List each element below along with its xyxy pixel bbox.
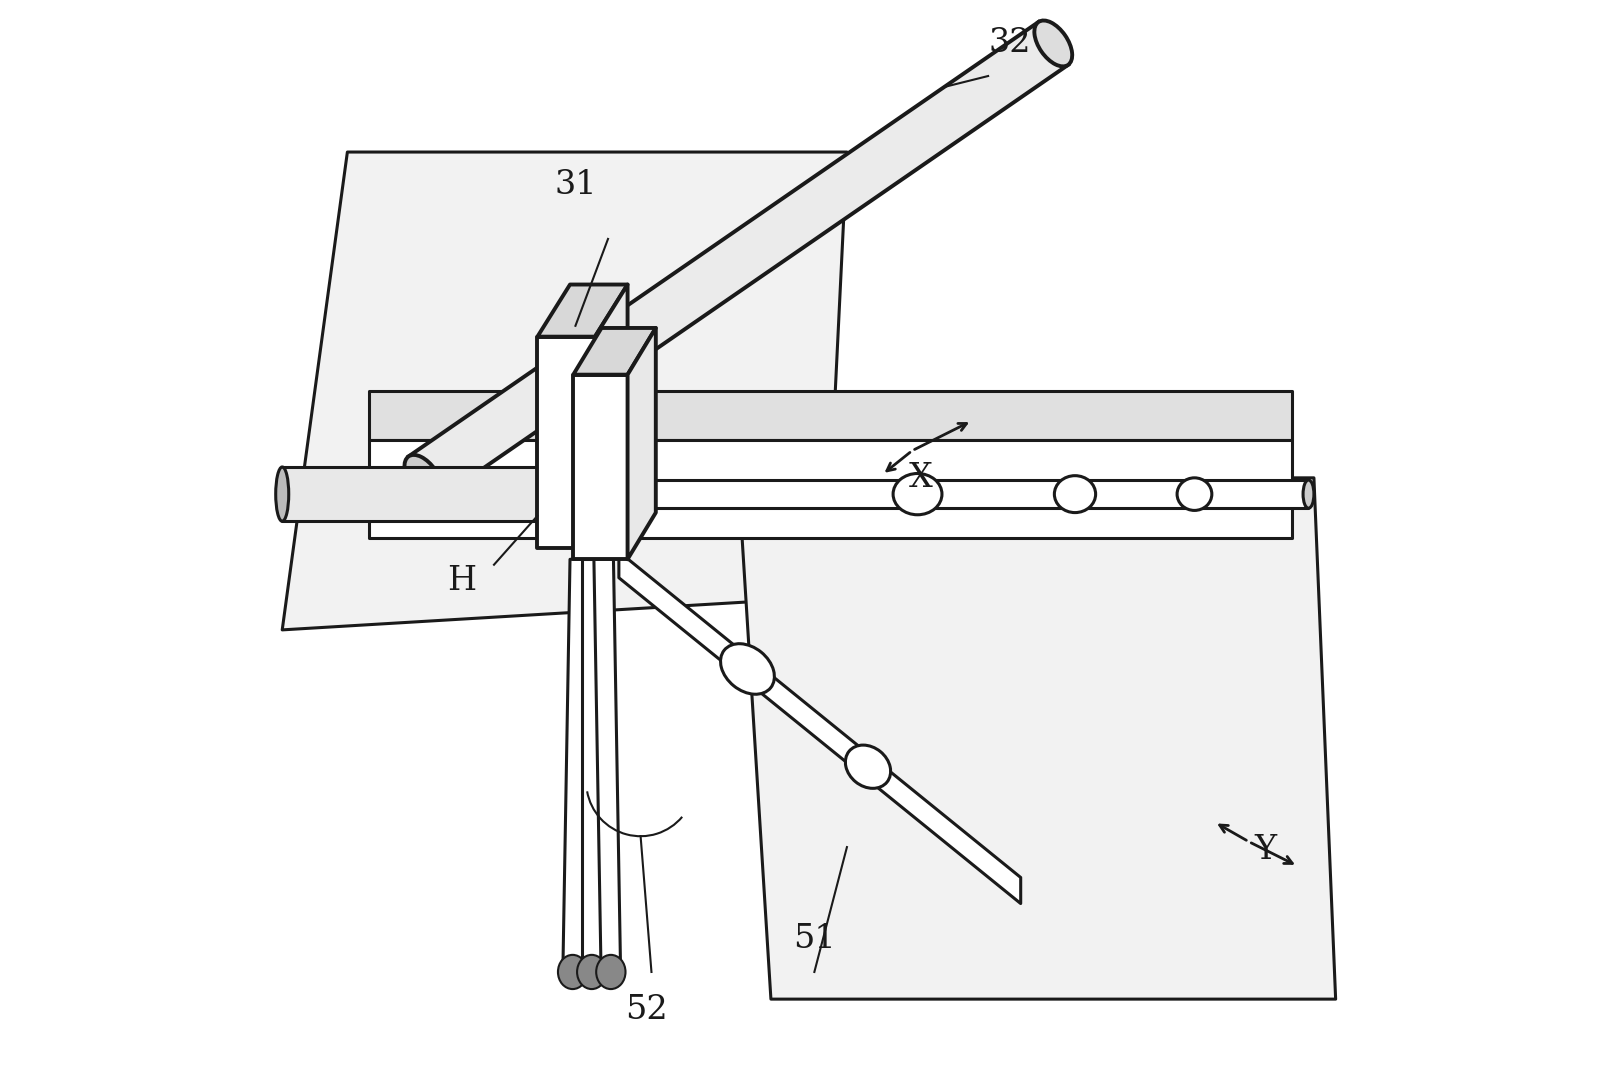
Ellipse shape	[720, 644, 775, 694]
Polygon shape	[408, 22, 1069, 500]
Text: 32: 32	[988, 27, 1032, 60]
Polygon shape	[283, 152, 847, 630]
Polygon shape	[582, 559, 601, 972]
Ellipse shape	[577, 955, 606, 989]
Ellipse shape	[1303, 480, 1315, 508]
Ellipse shape	[1054, 476, 1096, 513]
Ellipse shape	[845, 745, 890, 788]
Polygon shape	[595, 559, 620, 972]
Ellipse shape	[405, 455, 442, 501]
Polygon shape	[537, 285, 628, 337]
Polygon shape	[738, 478, 1335, 999]
Polygon shape	[628, 328, 656, 559]
Polygon shape	[574, 375, 628, 559]
Ellipse shape	[596, 955, 625, 989]
Text: 52: 52	[625, 994, 667, 1026]
Ellipse shape	[1176, 478, 1212, 510]
Text: 51: 51	[792, 923, 836, 956]
Polygon shape	[619, 552, 1020, 904]
Polygon shape	[370, 391, 1292, 440]
Ellipse shape	[558, 955, 587, 989]
Ellipse shape	[276, 467, 289, 521]
Text: 31: 31	[554, 168, 596, 201]
Polygon shape	[283, 467, 598, 521]
Polygon shape	[537, 337, 595, 548]
Ellipse shape	[1035, 21, 1072, 66]
Ellipse shape	[893, 473, 942, 515]
Polygon shape	[370, 440, 1292, 538]
Polygon shape	[574, 328, 656, 375]
Polygon shape	[651, 480, 1308, 508]
Text: Y: Y	[1253, 834, 1276, 867]
Polygon shape	[595, 285, 628, 548]
Polygon shape	[562, 559, 590, 972]
Text: H: H	[447, 565, 476, 597]
Text: X: X	[910, 462, 932, 494]
